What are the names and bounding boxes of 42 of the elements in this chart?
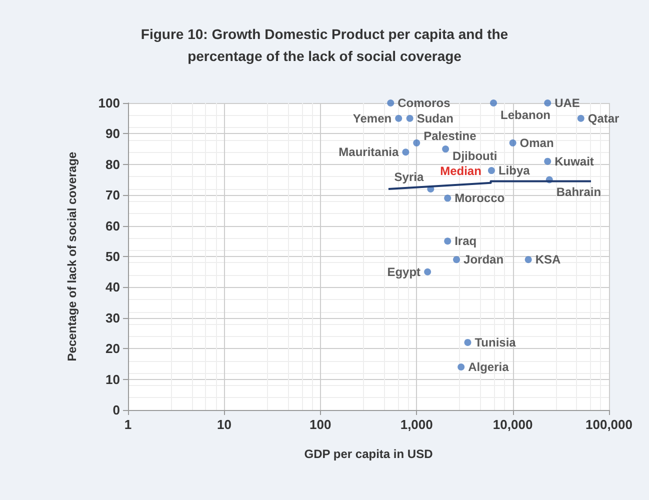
data-label: Syria xyxy=(394,170,424,184)
data-label: Libya xyxy=(498,164,530,178)
data-label: Qatar xyxy=(588,111,620,126)
data-label: Comoros xyxy=(398,96,451,110)
data-label: Bahrain xyxy=(556,184,602,199)
data-label: Algeria xyxy=(468,360,510,374)
data-label: Oman xyxy=(520,136,554,150)
data-label: Morocco xyxy=(454,191,505,206)
x-axis-title: GDP per capita in USD xyxy=(304,447,434,461)
y-tick-label: 70 xyxy=(106,188,120,203)
y-tick-label: 90 xyxy=(106,126,120,142)
x-tick-label: 10,000 xyxy=(492,417,533,432)
y-tick-label: 80 xyxy=(106,156,120,172)
y-tick-label: 50 xyxy=(106,249,120,264)
y-tick-label: 0 xyxy=(112,402,120,418)
data-label: Yemen xyxy=(352,111,392,126)
data-label: Kuwait xyxy=(554,154,594,168)
x-tick-label: 100 xyxy=(310,417,332,432)
y-tick-label: 10 xyxy=(106,372,120,387)
x-tick-label: 1,000 xyxy=(400,417,433,432)
data-label: Tunisia xyxy=(474,335,516,350)
data-label: UAE xyxy=(554,96,580,110)
data-label: Jordan xyxy=(464,252,504,267)
y-tick-label: 30 xyxy=(106,310,120,326)
y-tick-label: 40 xyxy=(106,280,120,295)
y-axis-title: Pecentage of lack of social coverage xyxy=(65,151,79,362)
x-tick-label: 100,000 xyxy=(586,417,632,432)
data-label: Egypt xyxy=(387,264,421,279)
annotation: Median xyxy=(440,164,482,178)
data-label: Palestine xyxy=(424,128,477,143)
data-label: Sudan xyxy=(416,111,454,126)
x-tick-label: 1 xyxy=(124,417,132,432)
data-label: Iraq xyxy=(454,234,477,248)
y-tick-label: 20 xyxy=(106,341,120,356)
y-tick-label: 100 xyxy=(98,96,120,110)
data-label: Djibouti xyxy=(452,149,498,164)
chart-title: Figure 10: Growth Domestic Product per capita and the percentage of the lack of social coverage xyxy=(140,26,508,64)
data-label: Lebanon xyxy=(500,108,550,122)
data-label: KSA xyxy=(535,252,561,267)
x-tick-label: 10 xyxy=(216,417,232,432)
y-tick-label: 60 xyxy=(106,218,120,234)
data-label: Mauritania xyxy=(338,145,400,160)
